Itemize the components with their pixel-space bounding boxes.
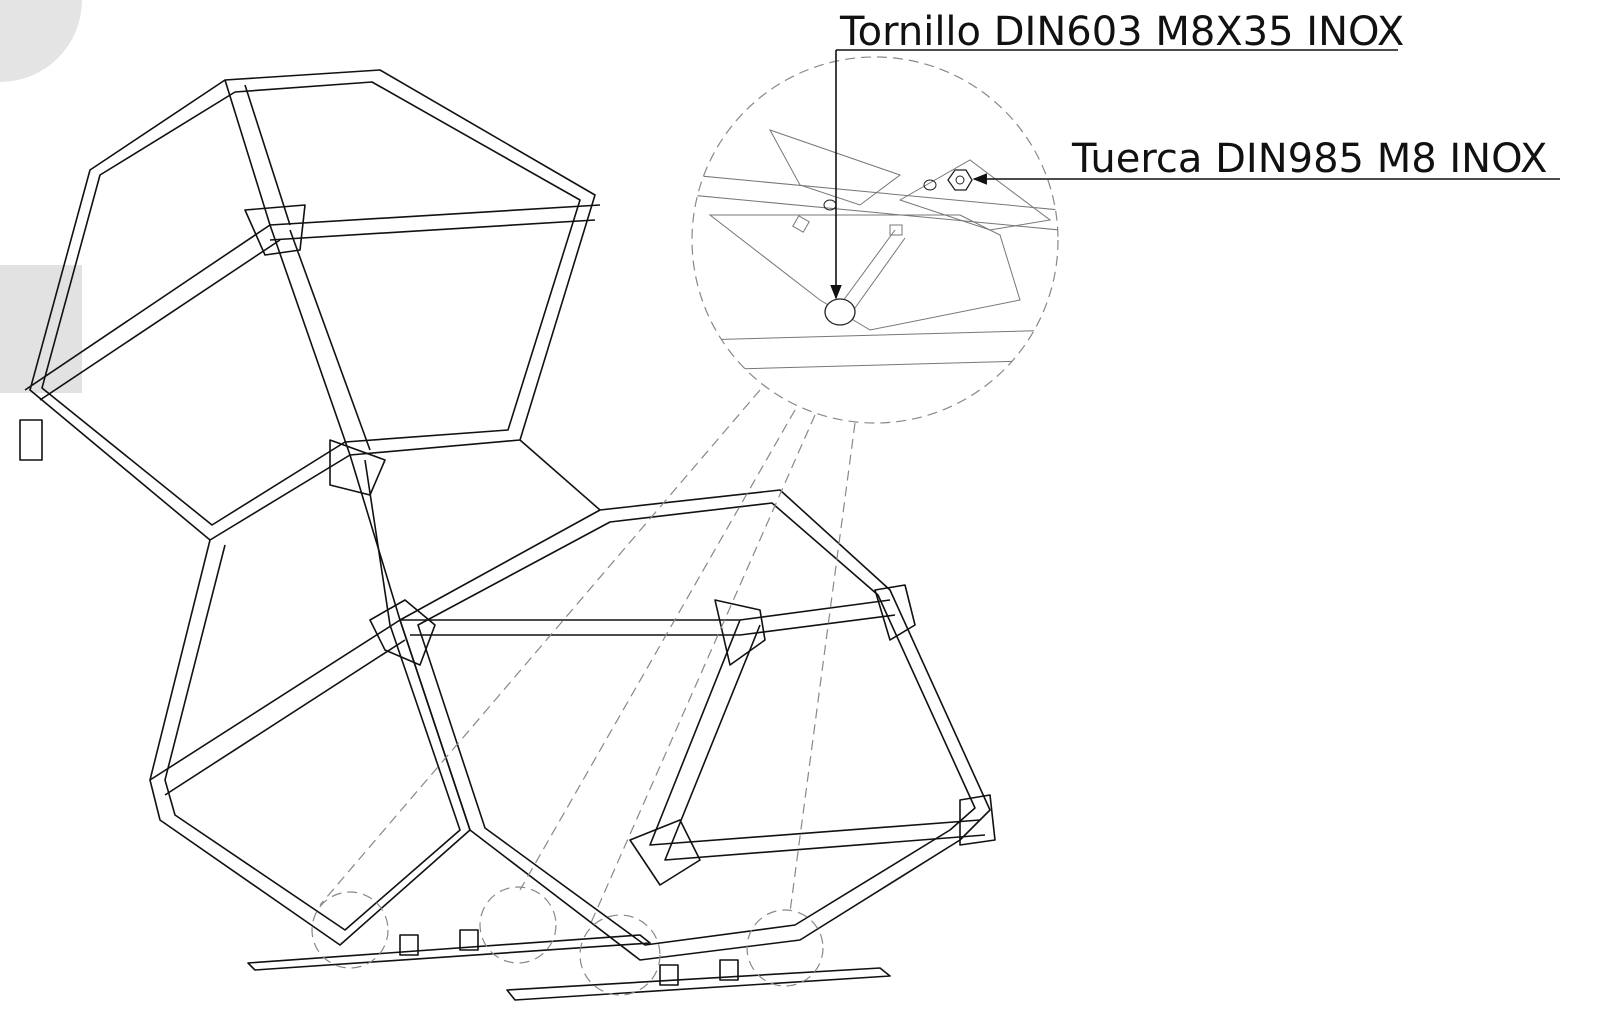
- upper-dome: [20, 70, 600, 540]
- lower-right-dome: [400, 490, 995, 960]
- detail-callout: [312, 57, 1060, 995]
- callout-label: Tornillo DIN603 M8X35 INOX: [839, 9, 1404, 55]
- page-corner-shape: [0, 0, 82, 82]
- callout-nut: Tuerca DIN985 M8 INOX: [974, 136, 1560, 182]
- assembly-drawing: Tornillo DIN603 M8X35 INOX Tuerca DIN985…: [0, 0, 1615, 1035]
- callout-label: Tuerca DIN985 M8 INOX: [1071, 136, 1547, 182]
